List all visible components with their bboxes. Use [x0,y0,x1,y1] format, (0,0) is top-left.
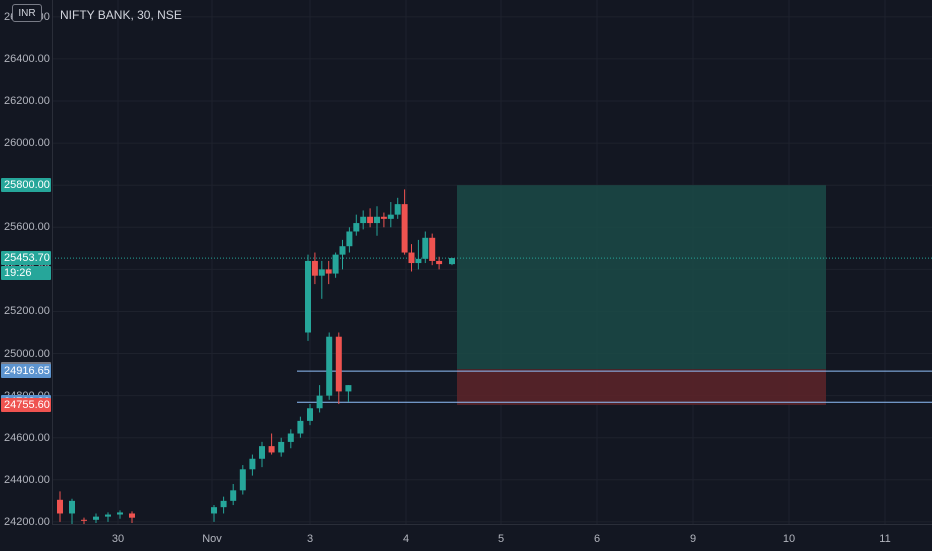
candle-body [297,420,304,434]
candle-body [57,499,63,514]
time-label: 3 [306,533,314,545]
target-zone [457,185,826,370]
candle-body [230,490,237,501]
candle-body [345,385,352,392]
candle-body [93,516,99,520]
candle-body [367,216,374,224]
time-label: 4 [402,533,410,545]
candle-body [326,336,333,396]
candle-body [374,216,380,224]
candle-body [380,216,387,219]
candle-body [422,237,429,259]
price-tag-countdown: 19:26 [1,265,51,280]
time-label: 30 [111,533,125,545]
price-tag-target: 25800.00 [1,178,51,193]
candle-body [305,260,311,333]
candle-body [408,252,415,264]
candle-body [318,269,325,276]
candle-body [69,500,75,514]
candle-body [117,512,123,515]
candle-body [436,260,443,265]
candle-body [239,469,246,491]
candle-body [105,514,111,517]
candle-body [339,246,346,255]
time-label: 6 [593,533,601,545]
candle-body [259,446,265,459]
price-tick-label: 26000.00 [4,137,50,150]
price-tick-label: 26200.00 [4,95,50,107]
time-label: 11 [879,533,891,545]
price-tick-label: 25200.00 [4,305,50,318]
price-axis[interactable]: 26600.0026400.0026200.0026000.0025800.00… [0,0,53,528]
price-tag-level-1: 24916.65 [1,364,51,379]
symbol-title: NIFTY BANK, 30, NSE [60,8,182,22]
candle-body [287,433,294,442]
price-tick-label: 24600.00 [4,431,50,444]
candle-body [81,519,87,521]
time-label: 9 [689,533,697,545]
candle-body [360,216,367,224]
price-tag-stop: 24755.60 [1,397,51,412]
time-label: 5 [497,533,505,545]
candle-body [353,223,360,232]
candle-body [278,441,285,453]
candle-body [387,214,394,219]
candle-body [129,513,135,518]
candle-body [394,204,401,215]
price-tick-label: 24200.00 [4,515,50,528]
price-tick-label: 26400.00 [4,52,50,65]
candle-body [346,231,353,247]
candle-body [449,258,455,265]
price-tick-label: 24400.00 [4,473,50,486]
currency-badge[interactable]: INR [12,4,42,22]
candle-body [311,260,318,276]
chart-canvas[interactable] [52,0,932,524]
time-label: Nov [202,533,222,545]
candle-body [429,237,436,261]
candle-body [268,446,275,453]
time-label: 10 [782,533,796,545]
time-axis[interactable]: 30 Nov 3 4 5 6 9 10 11 [52,524,932,551]
candle-body [401,204,408,253]
candle-body [220,500,227,508]
candle-body [316,395,323,409]
candle-body [335,336,342,392]
candle-body [249,458,256,470]
price-tick-label: 25600.00 [4,221,50,234]
price-chart[interactable] [52,0,932,524]
candle-body [307,408,313,421]
candle-body [332,254,339,274]
candle-body [325,269,332,274]
price-tick-label: 25000.00 [4,347,50,360]
stop-zone [457,369,826,405]
candle-body [211,507,217,514]
candle-body [415,258,422,264]
price-tag-last-price: 25453.70 [1,251,51,266]
